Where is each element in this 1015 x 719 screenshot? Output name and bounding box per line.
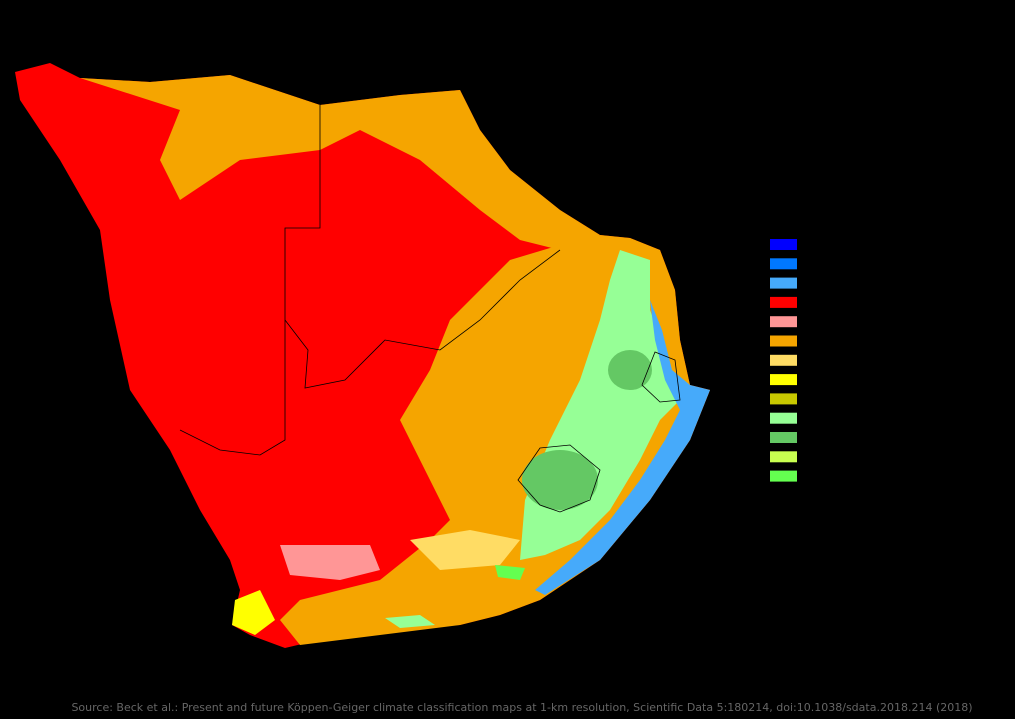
- steppe-north: [80, 75, 600, 250]
- legend-swatch: [770, 239, 797, 250]
- legend: [770, 239, 797, 482]
- legend-swatch: [770, 354, 797, 366]
- garden-route: [495, 565, 525, 580]
- border: [517, 444, 601, 513]
- land: [15, 63, 710, 648]
- lesotho-highlands: [522, 450, 598, 510]
- karoo-region: [280, 545, 380, 580]
- mediterranean-cape: [232, 590, 275, 635]
- legend-swatch: [770, 451, 797, 463]
- legend-swatch: [770, 432, 797, 443]
- eswatini-highlands: [608, 350, 652, 390]
- south-coast: [385, 615, 435, 628]
- southern-steppe: [410, 530, 520, 570]
- border: [284, 105, 561, 389]
- legend-swatch: [770, 470, 797, 482]
- legend-swatch: [770, 374, 797, 386]
- legend-swatch: [770, 335, 797, 347]
- legend-swatch: [770, 316, 797, 328]
- legend-swatch: [770, 258, 797, 270]
- legend-swatch: [770, 296, 797, 308]
- source-caption: Source: Beck et al.: Present and future …: [71, 701, 972, 714]
- borders: [179, 105, 681, 513]
- border: [179, 320, 286, 456]
- legend-swatch: [770, 412, 797, 424]
- border: [641, 351, 681, 403]
- legend-swatch: [770, 393, 797, 405]
- humid-coast: [535, 300, 710, 595]
- legend-swatch: [770, 277, 797, 289]
